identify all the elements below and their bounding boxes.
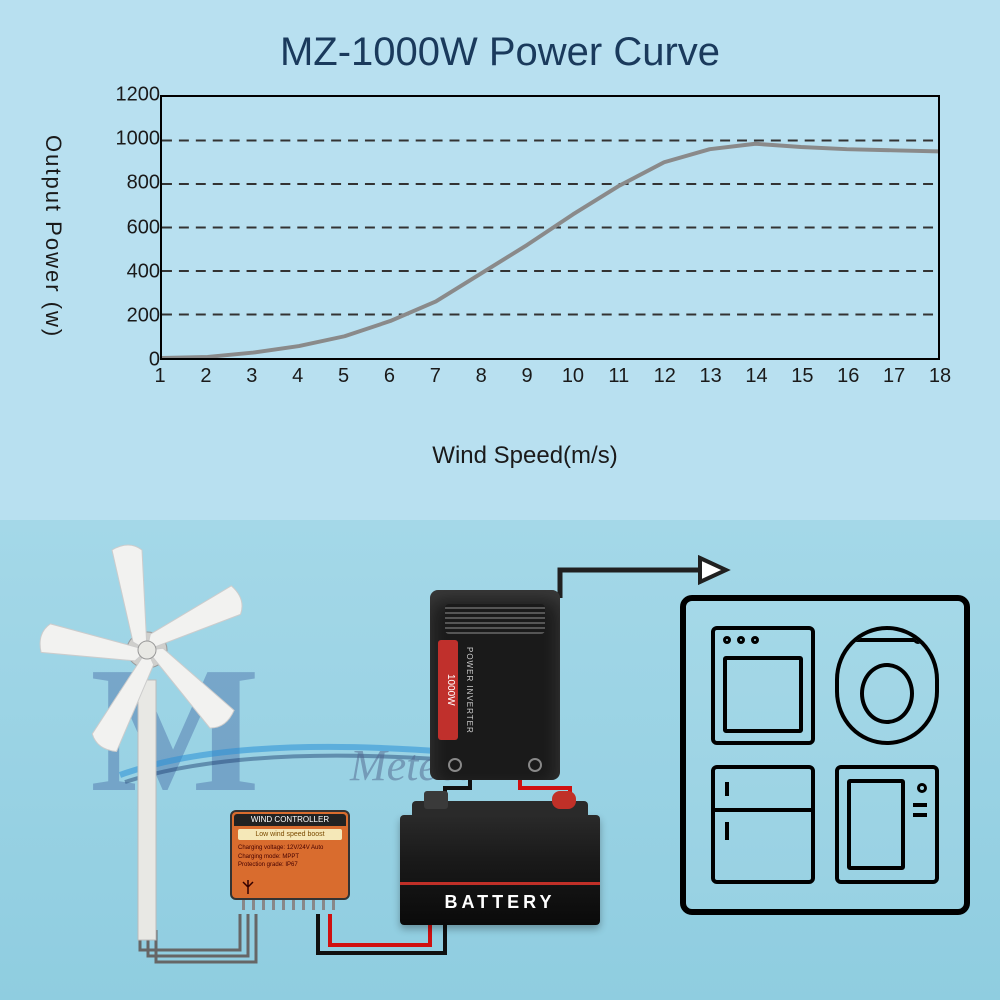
- battery: BATTERY: [400, 815, 600, 925]
- y-tick: 1200: [116, 84, 161, 107]
- x-tick: 7: [430, 365, 441, 388]
- oven-icon: [711, 626, 815, 745]
- inverter-vent: [445, 604, 545, 634]
- system-diagram: M Meteor: [0, 520, 1000, 1000]
- y-axis-label: Output Power (w): [40, 135, 66, 338]
- fridge-icon: [711, 765, 815, 884]
- x-tick: 11: [608, 365, 629, 388]
- x-tick: 3: [246, 365, 257, 388]
- chart-title: MZ-1000W Power Curve: [0, 0, 1000, 85]
- controller-specs: Charging voltage: 12V/24V AutoCharging m…: [238, 844, 342, 869]
- battery-label: BATTERY: [400, 892, 600, 913]
- y-tick: 800: [127, 172, 160, 195]
- x-tick: 17: [883, 365, 905, 388]
- wind-turbine-icon: [30, 530, 260, 950]
- x-tick: 10: [562, 365, 584, 388]
- appliances-box: [680, 595, 970, 915]
- x-tick: 16: [837, 365, 859, 388]
- inverter-port-2: [528, 758, 542, 772]
- power-curve-chart: Output Power (w) 020040060080010001200 1…: [100, 95, 950, 415]
- x-tick: 15: [791, 365, 813, 388]
- microwave-icon: [835, 765, 939, 884]
- controller-title: WIND CONTROLLER: [234, 814, 346, 826]
- x-tick: 13: [699, 365, 721, 388]
- y-tick: 200: [127, 304, 160, 327]
- x-tick: 9: [521, 365, 532, 388]
- x-tick: 2: [200, 365, 211, 388]
- x-tick: 18: [929, 365, 951, 388]
- battery-terminal-neg: [424, 791, 448, 809]
- x-tick: 5: [338, 365, 349, 388]
- inverter-port-1: [448, 758, 462, 772]
- x-tick: 6: [384, 365, 395, 388]
- x-tick: 1: [154, 365, 165, 388]
- curve-svg: [162, 97, 938, 358]
- wind-controller: WIND CONTROLLER Low wind speed boost Cha…: [230, 810, 350, 900]
- x-tick: 4: [292, 365, 303, 388]
- y-tick: 1000: [116, 128, 161, 151]
- washing-machine-icon: [835, 626, 939, 745]
- y-tick: 400: [127, 260, 160, 283]
- x-tick: 8: [476, 365, 487, 388]
- inverter-side-label: POWER INVERTER: [462, 640, 474, 740]
- plot-area: [160, 95, 940, 360]
- x-axis-label: Wind Speed(m/s): [432, 442, 617, 470]
- turbine-small-icon: [240, 880, 256, 894]
- inverter-wattage: 1000W: [438, 640, 458, 740]
- y-tick: 600: [127, 216, 160, 239]
- power-inverter: 1000W POWER INVERTER: [430, 590, 560, 780]
- controller-subtitle: Low wind speed boost: [238, 829, 342, 840]
- x-tick: 12: [654, 365, 676, 388]
- x-tick: 14: [745, 365, 767, 388]
- battery-terminal-pos: [552, 791, 576, 809]
